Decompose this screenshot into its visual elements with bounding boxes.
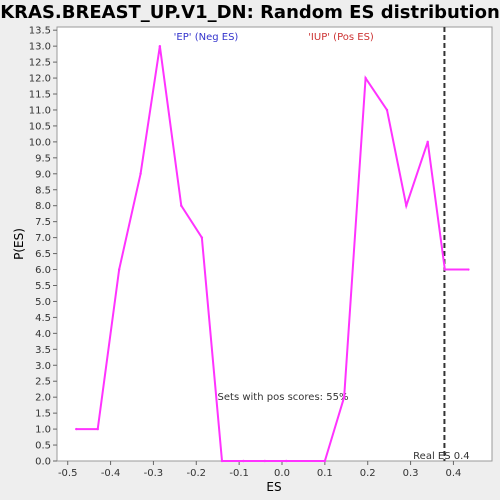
data-point [467,268,470,271]
x-tick-label: -0.3 [144,468,164,479]
y-tick-label: 10.0 [29,137,51,148]
x-tick-label: 0.2 [360,468,376,479]
y-tick-label: 11.5 [29,90,51,101]
es-distribution-points [75,44,470,463]
y-tick-label: 6.5 [35,249,51,260]
y-tick-label: 0.5 [35,441,51,452]
real-es-label: Real ES 0.4 [413,451,469,462]
data-point [263,459,267,463]
neg-es-label: 'EP' (Neg ES) [174,32,239,43]
data-point [180,204,183,207]
data-point [158,44,162,48]
data-point [139,172,142,175]
data-point [323,459,327,463]
data-point [426,140,429,144]
data-point [285,459,288,463]
y-tick-label: 13.5 [29,26,51,37]
data-point [443,268,447,271]
x-tick-label: 0.4 [445,468,461,479]
y-tick-label: 12.0 [29,74,51,85]
y-tick-label: 11.0 [29,105,51,116]
x-tick-label: 0.0 [274,468,290,479]
data-point [364,76,367,80]
data-point [405,204,408,207]
pos-scores-annotation: Sets with pos scores: 55% [218,392,349,403]
y-tick-label: 9.5 [35,153,51,164]
y-tick-label: 2.5 [35,377,51,388]
x-tick-label: -0.2 [187,468,207,479]
plot-area [56,26,493,462]
y-tick-label: 2.0 [35,393,51,404]
pos-es-label: 'IUP' (Pos ES) [308,32,374,43]
data-point [200,236,204,239]
x-axis-label: ES [266,480,281,494]
y-tick-label: 1.5 [35,409,51,420]
y-tick-label: 3.0 [35,361,51,372]
y-tick-label: 8.5 [35,185,51,196]
y-tick-label: 6.0 [35,265,51,276]
y-tick-label: 4.5 [35,313,51,324]
data-point [385,108,389,112]
data-point [117,268,121,271]
y-tick-label: 12.5 [29,58,51,69]
y-tick-label: 5.5 [35,281,51,292]
x-tick-label: 0.1 [317,468,333,479]
y-tick-label: 7.5 [35,217,51,228]
y-tick-label: 1.0 [35,425,51,436]
data-point [242,459,245,463]
y-tick-label: 3.5 [35,345,51,356]
y-axis-ticks: 0.0 0.5 1.0 1.5 2.0 2.5 3.0 3.5 4.0 4.5 5.0 5.5 6.0 6… [29,26,57,468]
data-point [220,459,224,463]
y-tick-label: 8.0 [35,201,51,212]
y-tick-label: 9.0 [35,169,51,180]
x-axis-ticks: -0.5 -0.4 -0.3 -0.2 -0.1 0.0 0.1 0.2 0.3 0.4 [58,461,461,479]
data-point [342,395,346,399]
y-tick-label: 13.0 [29,42,51,53]
x-tick-label: -0.1 [229,468,249,479]
y-tick-label: 0.0 [35,457,51,468]
chart-title: KRAS.BREAST_UP.V1_DN: Random ES distribu… [0,2,500,23]
y-tick-label: 5.0 [35,297,51,308]
data-point [96,427,99,431]
x-tick-label: -0.4 [101,468,121,479]
x-tick-label: -0.5 [58,468,78,479]
x-tick-label: 0.3 [403,468,419,479]
y-tick-label: 10.5 [29,121,51,132]
data-point [75,427,78,431]
y-tick-label: 4.0 [35,329,51,340]
y-tick-label: 7.0 [35,233,51,244]
y-axis-label: P(ES) [12,228,26,260]
